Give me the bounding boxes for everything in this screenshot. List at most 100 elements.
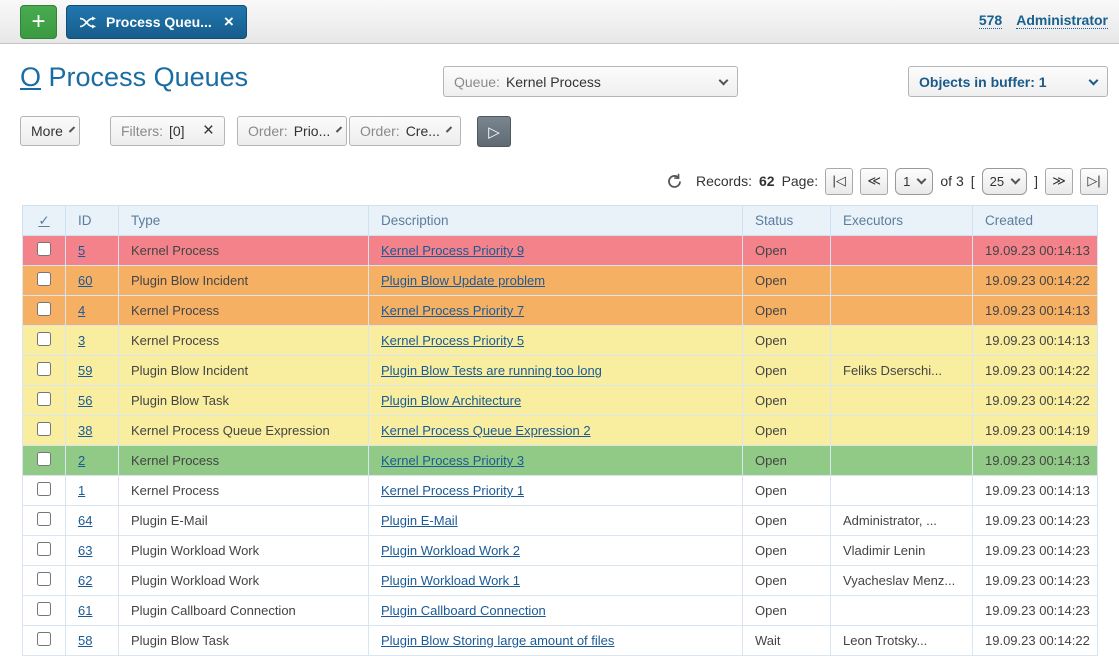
- row-type: Kernel Process: [118, 445, 369, 476]
- row-status: Open: [742, 235, 831, 266]
- row-executors: [830, 475, 973, 506]
- row-checkbox[interactable]: [37, 452, 51, 466]
- row-checkbox[interactable]: [37, 422, 51, 436]
- row-id-link[interactable]: 5: [78, 243, 86, 258]
- row-created: 19.09.23 00:14:13: [972, 445, 1098, 476]
- column-header-description[interactable]: Description: [368, 205, 743, 236]
- row-status: Open: [742, 325, 831, 356]
- row-id-link[interactable]: 63: [78, 543, 93, 558]
- row-checkbox[interactable]: [37, 332, 51, 346]
- column-header-executors[interactable]: Executors: [830, 205, 973, 236]
- last-page-button[interactable]: ▷|: [1080, 167, 1108, 195]
- chevron-down-icon: [445, 126, 453, 133]
- row-id-link[interactable]: 4: [78, 303, 86, 318]
- row-id-link[interactable]: 61: [78, 603, 93, 618]
- row-description-link[interactable]: Kernel Process Priority 7: [381, 303, 525, 318]
- row-checkbox[interactable]: [37, 572, 51, 586]
- page-title-text: Process Queues: [48, 62, 249, 92]
- row-id-link[interactable]: 2: [78, 453, 86, 468]
- notification-count-link[interactable]: 578: [978, 12, 1003, 29]
- column-header-status[interactable]: Status: [742, 205, 831, 236]
- order-value: Prio...: [293, 123, 331, 139]
- column-header-id[interactable]: ID: [65, 205, 119, 236]
- row-created: 19.09.23 00:14:13: [972, 295, 1098, 326]
- column-header-type[interactable]: Type: [118, 205, 369, 236]
- row-checkbox[interactable]: [37, 392, 51, 406]
- table-row: 58 Plugin Blow Task Plugin Blow Storing …: [22, 625, 1098, 656]
- row-description-link[interactable]: Plugin E-Mail: [381, 513, 458, 528]
- more-menu-button[interactable]: More: [20, 116, 80, 146]
- tab-process-queues[interactable]: Process Queu... ×: [66, 5, 247, 39]
- row-created: 19.09.23 00:14:22: [972, 355, 1098, 386]
- page-size-select[interactable]: 25: [981, 167, 1028, 195]
- row-id-link[interactable]: 38: [78, 423, 93, 438]
- filters-count: [0]: [169, 123, 185, 139]
- row-description-link[interactable]: Kernel Process Priority 5: [381, 333, 525, 348]
- row-created: 19.09.23 00:14:22: [972, 385, 1098, 416]
- row-description-link[interactable]: Plugin Workload Work 2: [381, 543, 520, 558]
- row-type: Plugin Workload Work: [118, 565, 369, 596]
- row-checkbox[interactable]: [37, 302, 51, 316]
- row-description-link[interactable]: Plugin Blow Update problem: [381, 273, 546, 288]
- row-description-link[interactable]: Kernel Process Queue Expression 2: [381, 423, 591, 438]
- row-id-link[interactable]: 59: [78, 363, 93, 378]
- row-type: Plugin Blow Incident: [118, 355, 369, 386]
- row-description-link[interactable]: Kernel Process Priority 3: [381, 453, 525, 468]
- row-created: 19.09.23 00:14:23: [972, 595, 1098, 626]
- row-id-link[interactable]: 60: [78, 273, 93, 288]
- row-checkbox[interactable]: [37, 512, 51, 526]
- table-row: 2 Kernel Process Kernel Process Priority…: [22, 445, 1098, 476]
- row-checkbox[interactable]: [37, 482, 51, 496]
- row-created: 19.09.23 00:14:13: [972, 475, 1098, 506]
- filters-button[interactable]: Filters: [0] ×: [110, 116, 225, 146]
- row-executors: [830, 595, 973, 626]
- row-executors: Leon Trotsky...: [830, 625, 973, 656]
- refresh-icon[interactable]: [666, 173, 683, 190]
- row-description-link[interactable]: Plugin Callboard Connection: [381, 603, 546, 618]
- objects-in-buffer-select[interactable]: Objects in buffer: 1: [908, 66, 1108, 97]
- order-priority-select[interactable]: Order: Prio...: [237, 116, 347, 146]
- row-checkbox[interactable]: [37, 632, 51, 646]
- clear-filters-icon[interactable]: ×: [202, 120, 214, 141]
- row-id-link[interactable]: 64: [78, 513, 93, 528]
- row-description-link[interactable]: Plugin Blow Tests are running too long: [381, 363, 602, 378]
- row-description-link[interactable]: Plugin Workload Work 1: [381, 573, 520, 588]
- row-checkbox[interactable]: [37, 272, 51, 286]
- first-page-button[interactable]: |◁: [825, 167, 854, 195]
- row-executors: [830, 325, 973, 356]
- row-id-link[interactable]: 58: [78, 633, 93, 648]
- order-created-select[interactable]: Order: Cre...: [349, 116, 461, 146]
- tab-close-icon[interactable]: ×: [223, 12, 234, 31]
- apply-run-button[interactable]: ▷: [477, 116, 511, 147]
- row-id-link[interactable]: 56: [78, 393, 93, 408]
- add-tab-button[interactable]: +: [20, 5, 57, 39]
- chevron-down-icon: [1088, 75, 1099, 85]
- prev-page-button[interactable]: ≪: [860, 167, 889, 195]
- bracket-open: [: [970, 173, 975, 189]
- row-description-link[interactable]: Kernel Process Priority 1: [381, 483, 525, 498]
- column-header-created[interactable]: Created: [972, 205, 1098, 236]
- row-id-link[interactable]: 1: [78, 483, 86, 498]
- page-number-select[interactable]: 1: [895, 167, 934, 195]
- row-checkbox[interactable]: [37, 242, 51, 256]
- table-row: 5 Kernel Process Kernel Process Priority…: [22, 235, 1098, 266]
- select-all-link[interactable]: ✓: [38, 212, 50, 228]
- row-created: 19.09.23 00:14:22: [972, 625, 1098, 656]
- table-row: 61 Plugin Callboard Connection Plugin Ca…: [22, 595, 1098, 626]
- row-checkbox[interactable]: [37, 362, 51, 376]
- row-id-link[interactable]: 62: [78, 573, 93, 588]
- row-description-link[interactable]: Kernel Process Priority 9: [381, 243, 525, 258]
- user-link[interactable]: Administrator: [1016, 12, 1108, 29]
- row-description-link[interactable]: Plugin Blow Storing large amount of file…: [381, 633, 615, 648]
- row-checkbox[interactable]: [37, 602, 51, 616]
- object-type-icon[interactable]: O: [20, 62, 42, 92]
- row-status: Open: [742, 295, 831, 326]
- row-checkbox[interactable]: [37, 542, 51, 556]
- next-page-button[interactable]: ≫: [1045, 167, 1073, 195]
- records-label: Records:: [695, 173, 752, 189]
- row-description-link[interactable]: Plugin Blow Architecture: [381, 393, 522, 408]
- row-id-link[interactable]: 3: [78, 333, 86, 348]
- row-status: Open: [742, 505, 831, 536]
- queue-select[interactable]: Queue: Kernel Process: [443, 66, 738, 97]
- topbar-user-area: 578 Administrator: [978, 12, 1108, 29]
